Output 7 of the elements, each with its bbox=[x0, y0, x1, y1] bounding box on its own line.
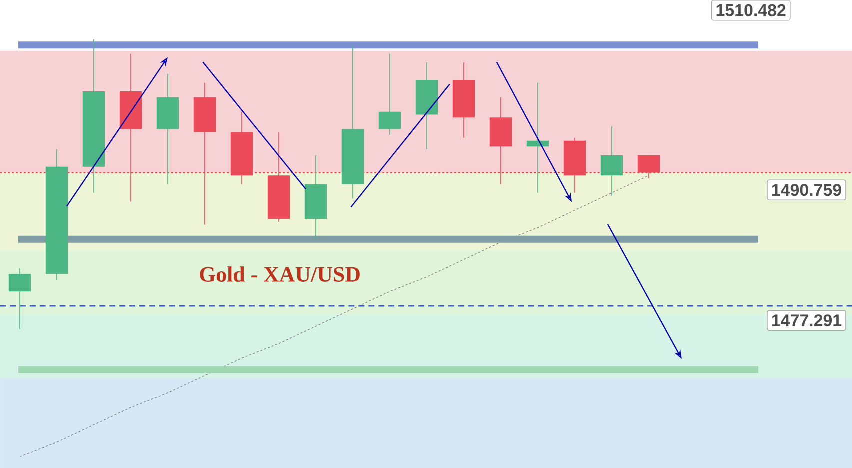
candlestick bbox=[8, 268, 32, 330]
text: 1490.759 bbox=[772, 184, 842, 196]
text: 1477.291 bbox=[772, 314, 842, 326]
candlestick bbox=[378, 53, 402, 136]
text: 1510.482 bbox=[716, 4, 786, 16]
candlestick bbox=[600, 126, 624, 196]
text: Gold - XAU/USD bbox=[200, 266, 360, 282]
